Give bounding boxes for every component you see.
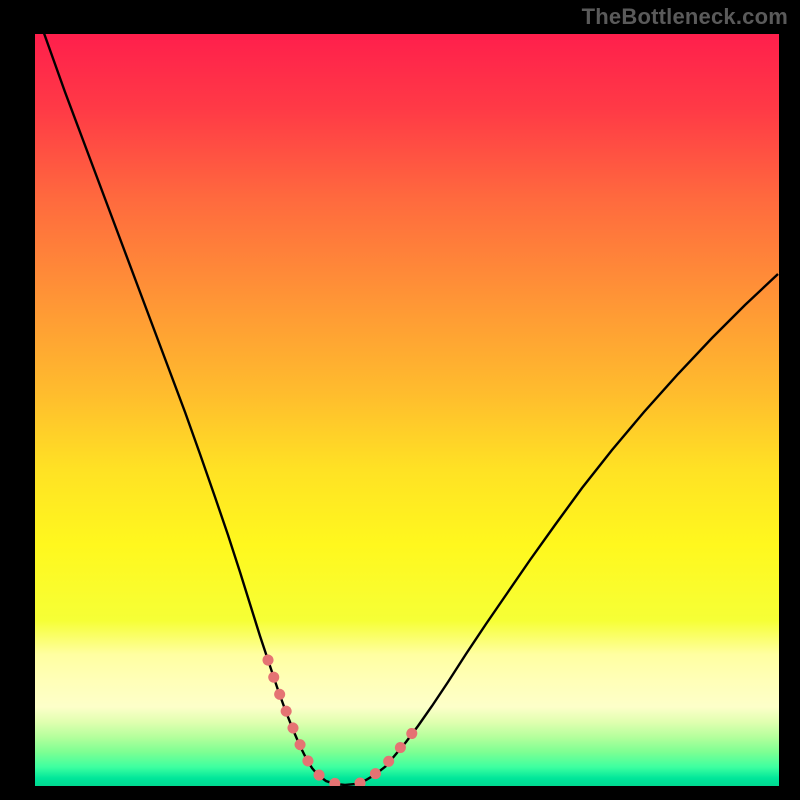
chart-container: TheBottleneck.com xyxy=(0,0,800,800)
gradient-background xyxy=(35,34,779,786)
bottleneck-curve-chart xyxy=(0,0,800,800)
watermark-label: TheBottleneck.com xyxy=(582,4,788,30)
